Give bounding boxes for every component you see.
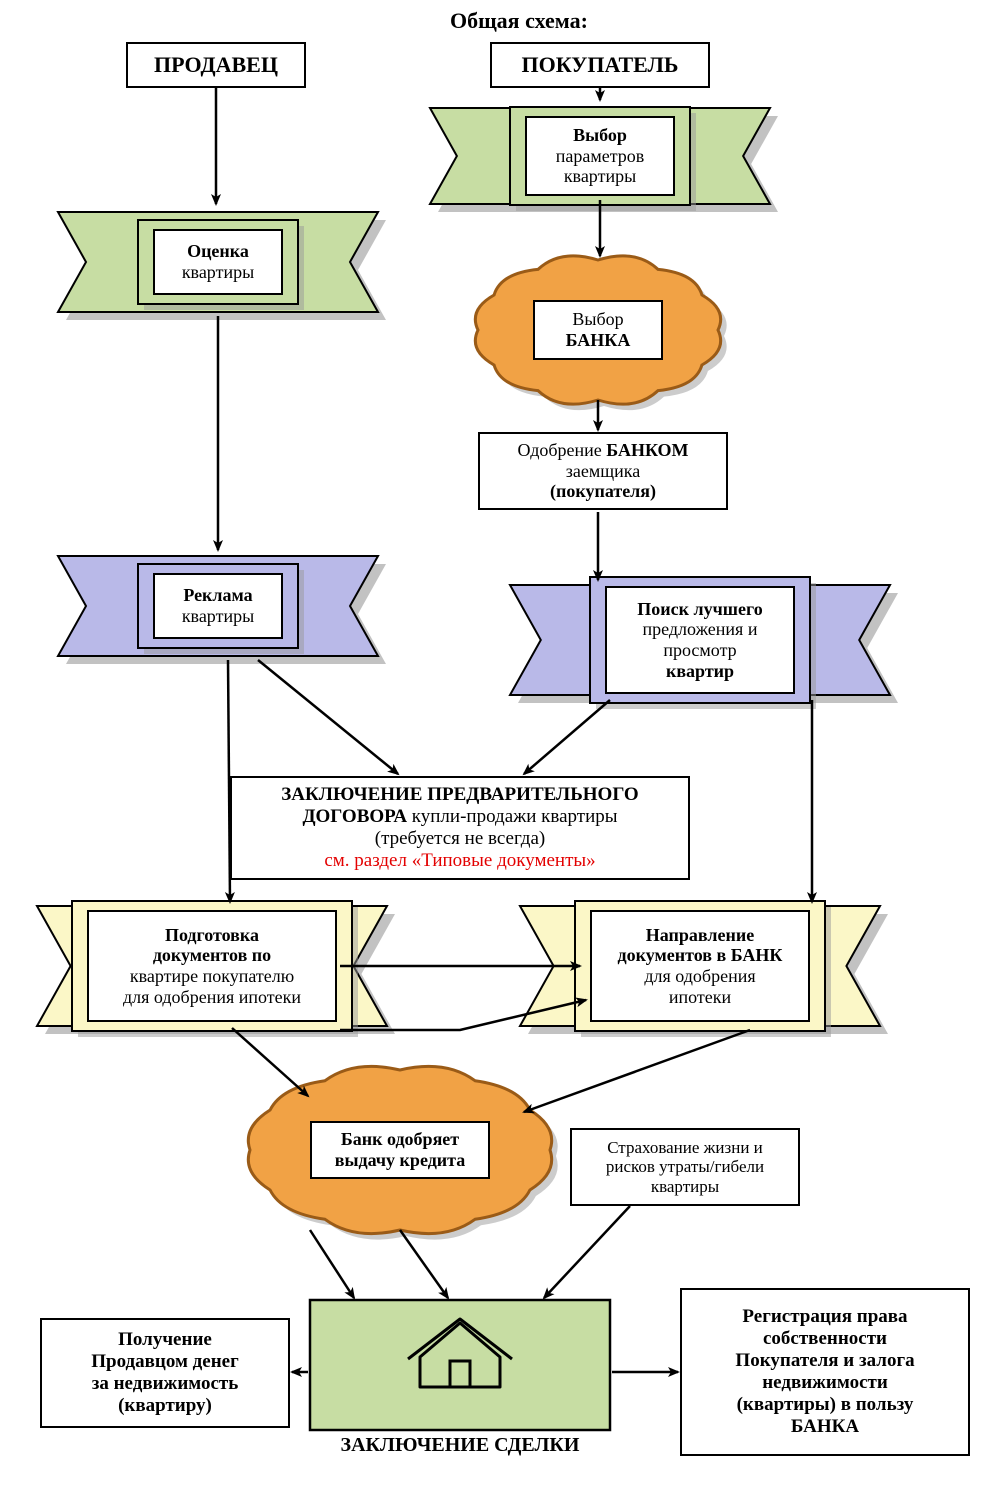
box-bank-approve-borrower: Одобрение БАНКОМзаемщика(покупателя) xyxy=(478,432,728,510)
diagram-svg xyxy=(0,0,1000,1500)
diagram-title: Общая схема: xyxy=(450,8,588,34)
seller-header-box: ПРОДАВЕЦ xyxy=(126,42,306,88)
banner-label-advert: Рекламаквартиры xyxy=(153,573,283,639)
final-caption: ЗАКЛЮЧЕНИЕ СДЕЛКИ xyxy=(310,1434,610,1457)
banner-label-docs-to-bank: Направлениедокументов в БАНКдля одобрени… xyxy=(590,910,810,1022)
banner-label-docs-prep: Подготовкадокументов поквартире покупате… xyxy=(87,910,337,1022)
box-registration: Регистрация правасобственностиПокупателя… xyxy=(680,1288,970,1456)
box-insurance: Страхование жизни ирисков утраты/гибелик… xyxy=(570,1128,800,1206)
box-seller-receives-money: ПолучениеПродавцом денегза недвижимость(… xyxy=(40,1318,290,1428)
buyer-header-box: ПОКУПАТЕЛЬ xyxy=(490,42,710,88)
banner-label-apt-params: Выборпараметровквартиры xyxy=(525,116,675,196)
flowchart-stage: Общая схема: ПРОДАВЕЦ ПОКУПАТЕЛЬ Оценкак… xyxy=(0,0,1000,1500)
cloud-label-bank-approve: Банк одобряетвыдачу кредита xyxy=(310,1121,490,1179)
banner-label-assessment: Оценкаквартиры xyxy=(153,229,283,295)
box-preliminary-contract: ЗАКЛЮЧЕНИЕ ПРЕДВАРИТЕЛЬНОГОДОГОВОРА купл… xyxy=(230,776,690,880)
cloud-label-choose-bank: ВыборБАНКА xyxy=(533,300,663,360)
banner-label-search: Поиск лучшегопредложения ипросмотркварти… xyxy=(605,586,795,694)
